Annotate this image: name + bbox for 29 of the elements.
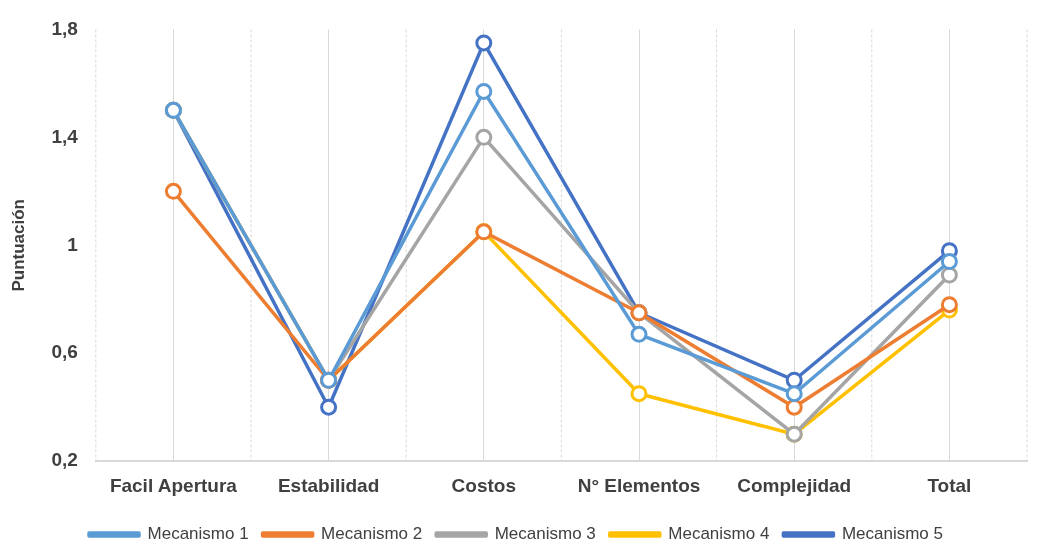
point <box>164 182 182 200</box>
y-tick-label: 0,2 <box>51 449 78 471</box>
legend-label: Mecanismo 3 <box>494 524 596 544</box>
legend-label: Mecanismo 2 <box>321 524 423 544</box>
legend-label: Mecanismo 1 <box>147 524 249 544</box>
x-tick-label: Facil Apertura <box>109 474 238 496</box>
point <box>940 252 958 270</box>
point <box>475 34 493 52</box>
y-tick-label: 0,6 <box>51 341 78 363</box>
point <box>475 82 493 100</box>
x-tick-label: Complejidad <box>737 474 852 496</box>
point <box>320 398 338 416</box>
point <box>630 385 648 403</box>
point <box>940 266 958 284</box>
point <box>785 371 803 389</box>
point <box>630 325 648 343</box>
y-tick-label: 1 <box>67 233 79 255</box>
x-tick-label: Total <box>927 474 972 496</box>
legend-label: Mecanismo 4 <box>668 524 770 544</box>
point <box>940 296 958 314</box>
y-tick-label: 1,4 <box>51 125 79 147</box>
x-tick-label: Estabilidad <box>277 474 380 496</box>
x-tick-label: Costos <box>451 474 517 496</box>
x-tick-label: N° Elementos <box>577 474 701 496</box>
y-tick-label: 1,8 <box>51 17 78 39</box>
point <box>785 385 803 403</box>
y-axis-title: Puntuación <box>8 199 28 292</box>
point <box>475 128 493 146</box>
legend-label: Mecanismo 5 <box>841 524 943 544</box>
